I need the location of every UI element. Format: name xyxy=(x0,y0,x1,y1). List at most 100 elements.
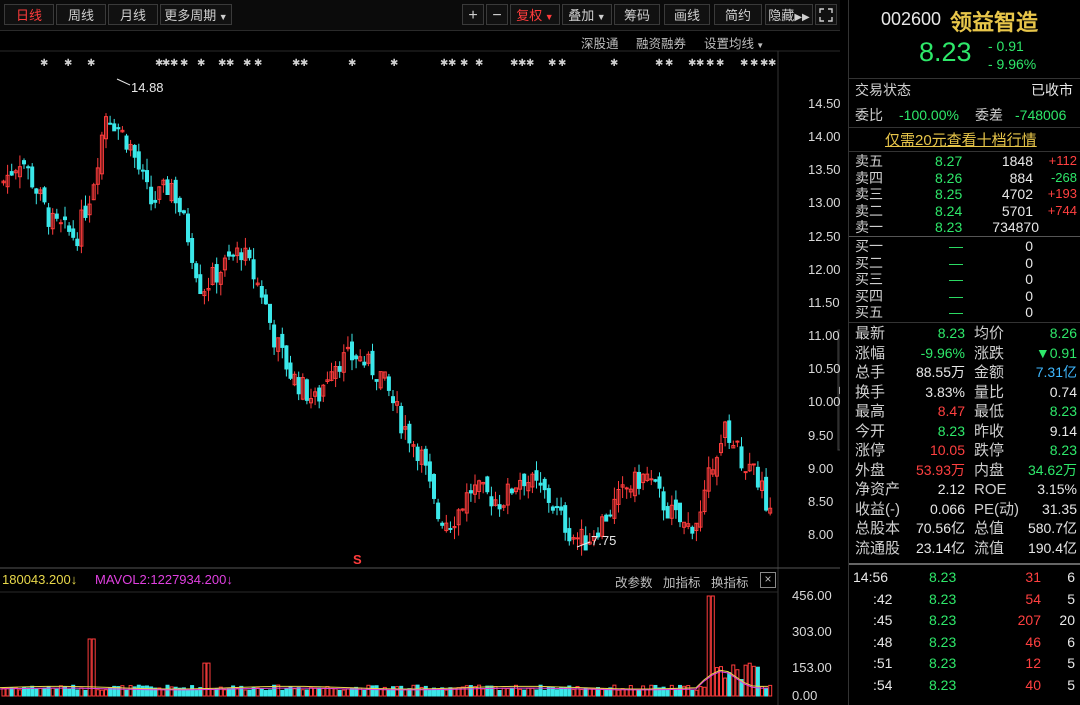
event-marker-icon[interactable]: ✱ xyxy=(740,58,748,69)
hide-label: 隐藏 xyxy=(768,8,795,23)
ask-row[interactable]: 卖四 8.26 884 -268 xyxy=(849,170,1080,186)
stat-row: 涨幅 -9.96% 涨跌 ▼0.91 xyxy=(849,344,1080,363)
event-marker-icon[interactable]: ✱ xyxy=(706,58,714,69)
switch-indicator-link[interactable]: 换指标 xyxy=(711,576,749,590)
price-chart[interactable]: ✱ ✱ ✱ ✱✱ ✱ ✱ ✱ ✱ ✱ ✱ ✱ ✱ ✱ ✱ ✱ ✱ ✱ ✱ ✱ ✱ ✱ ✱ ✱ ✱ ✱ ✱ ✱ ✱ ✱ ✱ ✱ ✱ ✱ ✱ ✱ S 1… xyxy=(0,0,840,705)
period-weekly-button[interactable]: 周线 xyxy=(56,4,106,25)
chips-button[interactable]: 筹码 xyxy=(614,4,660,25)
stat-label: 昨收 xyxy=(974,422,1005,440)
event-marker-icon[interactable]: ✱ xyxy=(87,58,95,69)
event-marker-icon[interactable]: ✱ xyxy=(155,58,163,69)
candle-body xyxy=(67,225,72,232)
event-marker-icon[interactable]: ✱ xyxy=(254,58,262,69)
arrow-down-icon: ↓ xyxy=(226,572,233,587)
scroll-handle[interactable]: ▶ xyxy=(839,385,840,396)
candle-body xyxy=(444,522,449,532)
event-marker-icon[interactable]: ✱ xyxy=(665,58,673,69)
event-marker-icon[interactable]: ✱ xyxy=(300,58,308,69)
candle-body xyxy=(399,406,404,434)
tick-price: 8.23 xyxy=(929,612,957,628)
volume-bar xyxy=(657,687,662,697)
upgrade-promo-link[interactable]: 仅需20元查看十档行情 xyxy=(885,132,1037,149)
close-icon[interactable]: × xyxy=(760,572,776,588)
event-marker-icon[interactable]: ✱ xyxy=(348,58,356,69)
mavol2-value: MAVOL2:1227934.200 xyxy=(95,572,227,587)
fuquan-button[interactable]: 复权 ▼ xyxy=(510,4,560,25)
event-marker-icon[interactable]: ✱ xyxy=(510,58,518,69)
ask-row[interactable]: 卖二 8.24 5701 +744 xyxy=(849,203,1080,219)
event-marker-icon[interactable]: ✱ xyxy=(162,58,170,69)
event-marker-icon[interactable]: ✱ xyxy=(688,58,696,69)
ask-volume: 884 xyxy=(1009,169,1033,186)
bid-row[interactable]: 买一 — 0 xyxy=(849,238,1080,254)
hide-button[interactable]: 隐藏▶▶ xyxy=(765,4,813,25)
ask-row[interactable]: 卖五 8.27 1848 +112 xyxy=(849,153,1080,169)
event-marker-icon[interactable]: ✱ xyxy=(40,58,48,69)
event-marker-icon[interactable]: ✱ xyxy=(292,58,300,69)
volume-bar xyxy=(386,689,391,697)
shengutong-link[interactable]: 深股通 xyxy=(581,37,619,51)
volume-bar xyxy=(673,688,678,697)
event-marker-icon[interactable]: ✱ xyxy=(226,58,234,69)
candle-body xyxy=(673,499,678,511)
event-marker-icon[interactable]: ✱ xyxy=(548,58,556,69)
event-marker-icon[interactable]: ✱ xyxy=(197,58,205,69)
event-marker-icon[interactable]: ✱ xyxy=(518,58,526,69)
period-more-button[interactable]: 更多周期 ▼ xyxy=(160,4,232,25)
candle-body xyxy=(104,116,108,140)
volume-bar xyxy=(653,684,658,697)
event-marker-icon[interactable]: ✱ xyxy=(460,58,468,69)
tick-row: :51 8.23 12 5 xyxy=(849,653,1080,674)
stat-label: 外盘 xyxy=(855,461,886,479)
event-marker-icon[interactable]: ✱ xyxy=(218,58,226,69)
event-marker-icon[interactable]: ✱ xyxy=(750,58,758,69)
simple-button[interactable]: 简约 xyxy=(714,4,762,25)
event-marker-icon[interactable]: ✱ xyxy=(558,58,566,69)
event-marker-icon[interactable]: ✱ xyxy=(180,58,188,69)
event-marker-icon[interactable]: ✱ xyxy=(440,58,448,69)
volume-bar xyxy=(145,685,149,697)
event-marker-icon[interactable]: ✱ xyxy=(696,58,704,69)
expand-icon[interactable] xyxy=(815,4,837,25)
event-marker-icon[interactable]: ✱ xyxy=(760,58,768,69)
bid-row[interactable]: 买五 — 0 xyxy=(849,304,1080,320)
event-marker-icon[interactable]: ✱ xyxy=(390,58,398,69)
event-marker-icon[interactable]: ✱ xyxy=(475,58,483,69)
ask-row[interactable]: 卖三 8.25 4702 +193 xyxy=(849,186,1080,202)
event-marker-icon[interactable]: ✱ xyxy=(170,58,178,69)
stat-label: 收益(-) xyxy=(855,500,900,518)
stat-label: 涨跌 xyxy=(974,344,1005,362)
candle-body xyxy=(169,183,174,202)
event-marker-icon[interactable]: ✱ xyxy=(64,58,72,69)
candle-body xyxy=(132,144,137,158)
draw-line-button[interactable]: 画线 xyxy=(664,4,710,25)
volume-bar xyxy=(366,684,371,697)
volume-bar xyxy=(444,689,449,697)
zoom-out-button[interactable]: − xyxy=(486,4,508,25)
event-marker-icon[interactable]: ✱ xyxy=(768,58,776,69)
event-marker-icon[interactable]: ✱ xyxy=(526,58,534,69)
ask-row[interactable]: 卖一 8.23 734870 xyxy=(849,219,1080,235)
zoom-in-button[interactable]: + xyxy=(462,4,484,25)
volume-bar xyxy=(91,638,96,697)
bid-row[interactable]: 买三 — 0 xyxy=(849,271,1080,287)
candle-body xyxy=(690,526,695,534)
bid-row[interactable]: 买二 — 0 xyxy=(849,255,1080,271)
period-monthly-button[interactable]: 月线 xyxy=(108,4,158,25)
event-marker-icon[interactable]: ✱ xyxy=(243,58,251,69)
event-marker-icon[interactable]: ✱ xyxy=(655,58,663,69)
change-params-link[interactable]: 改参数 xyxy=(615,576,653,590)
candle-body xyxy=(350,341,354,361)
event-marker-icon[interactable]: ✱ xyxy=(448,58,456,69)
event-marker-icon[interactable]: ✱ xyxy=(716,58,724,69)
volume-bar xyxy=(63,686,67,697)
ma-settings-link[interactable]: 设置均线 ▼ xyxy=(704,33,764,52)
overlay-button[interactable]: 叠加 ▼ xyxy=(562,4,612,25)
margin-trading-link[interactable]: 融资融券 xyxy=(636,37,687,51)
bid-row[interactable]: 买四 — 0 xyxy=(849,288,1080,304)
candle-body xyxy=(309,398,313,404)
event-marker-icon[interactable]: ✱ xyxy=(610,58,618,69)
period-daily-button[interactable]: 日线 xyxy=(4,4,54,25)
candle-body xyxy=(452,526,457,529)
add-indicator-link[interactable]: 加指标 xyxy=(663,576,701,590)
